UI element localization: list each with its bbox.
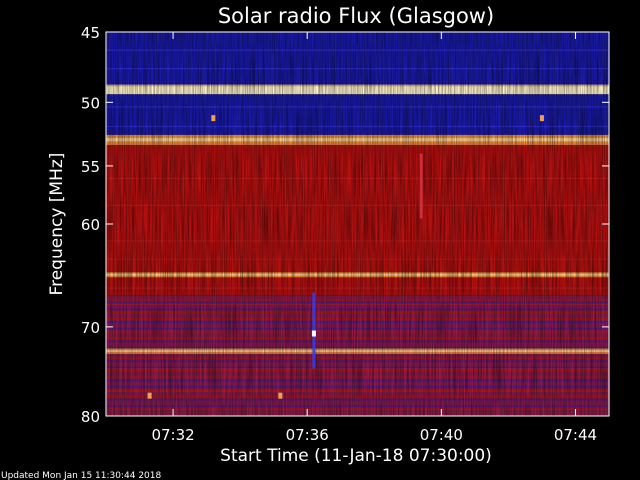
updated-timestamp: Updated Mon Jan 15 11:30:44 2018 xyxy=(1,471,162,480)
x-tick-label-2: 07:40 xyxy=(420,426,463,444)
feature-spot-6 xyxy=(539,115,544,122)
y-tick-label-2: 55 xyxy=(81,158,100,176)
noise-texture xyxy=(106,32,609,416)
feature-streak-1 xyxy=(419,153,423,219)
feature-spot-5 xyxy=(211,115,216,122)
y-tick-label-0: 45 xyxy=(81,24,100,42)
x-tick-label-1: 07:36 xyxy=(286,426,329,444)
x-axis-label: Start Time (11-Jan-18 07:30:00) xyxy=(220,446,492,466)
y-tick-label-4: 70 xyxy=(81,319,100,337)
y-axis-label: Frequency [MHz] xyxy=(47,153,67,296)
x-tick-label-3: 07:44 xyxy=(554,426,597,444)
chart-title: Solar radio Flux (Glasgow) xyxy=(218,4,494,28)
x-axis-ticks: 07:32 07:36 07:40 07:44 xyxy=(151,32,597,444)
y-tick-label-1: 50 xyxy=(81,94,100,112)
x-tick-label-0: 07:32 xyxy=(151,426,194,444)
y-tick-label-5: 80 xyxy=(81,408,100,426)
feature-spot-3 xyxy=(147,392,152,399)
feature-spot-4 xyxy=(278,392,283,399)
burst-features xyxy=(147,115,544,399)
y-tick-label-3: 60 xyxy=(81,216,100,234)
feature-spot-2 xyxy=(311,330,316,337)
y-axis-ticks: 45 50 55 60 70 80 xyxy=(81,24,609,426)
